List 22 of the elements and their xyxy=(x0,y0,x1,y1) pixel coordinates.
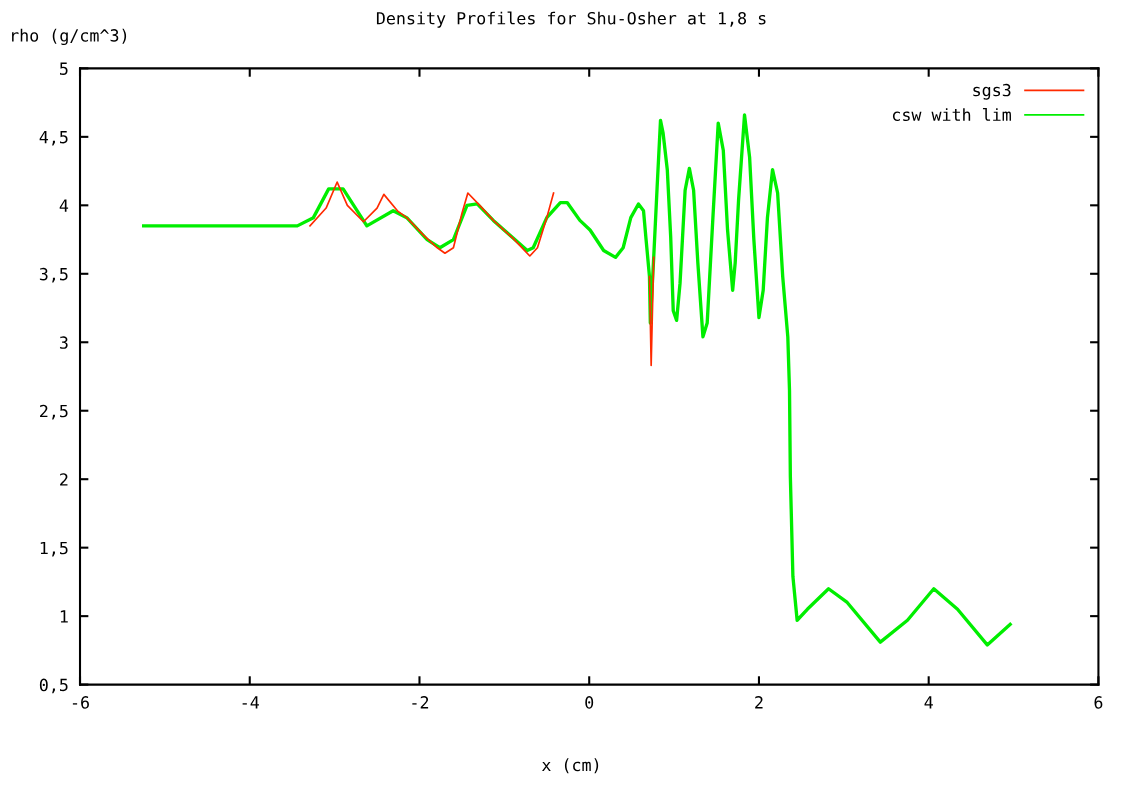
y-tick-label: 5 xyxy=(60,62,68,75)
chart-title: Density Profiles for Shu-Osher at 1,8 s xyxy=(376,11,766,28)
y-axis-title: rho (g/cm^3) xyxy=(12,28,127,46)
y-tick-label: 1 xyxy=(60,610,68,623)
x-tick-label: 2 xyxy=(755,696,763,709)
y-tick-label: 4 xyxy=(59,199,69,212)
y-tick-label: 1,5 xyxy=(40,541,68,557)
x-axis-title: x (cm) xyxy=(542,758,599,774)
y-tick-label: 2,5 xyxy=(40,404,68,420)
y-tick-label: 3,5 xyxy=(39,267,68,283)
y-tick-label: 3 xyxy=(59,336,68,349)
x-tick-label: -4 xyxy=(242,696,259,709)
x-tick-label: 0 xyxy=(585,696,594,709)
x-tick-label: -6 xyxy=(72,696,89,709)
y-tick-label: 0,5 xyxy=(39,678,68,694)
y-tick-label: 4,5 xyxy=(39,131,68,146)
x-tick-label: 4 xyxy=(924,696,933,709)
x-tick-label: 6 xyxy=(1094,696,1103,709)
x-tick-label: -2 xyxy=(412,696,429,709)
y-tick-label: 2 xyxy=(60,473,68,486)
legend-label: sgs3 xyxy=(973,83,1011,100)
legend-label: csw with lim xyxy=(892,108,1011,122)
